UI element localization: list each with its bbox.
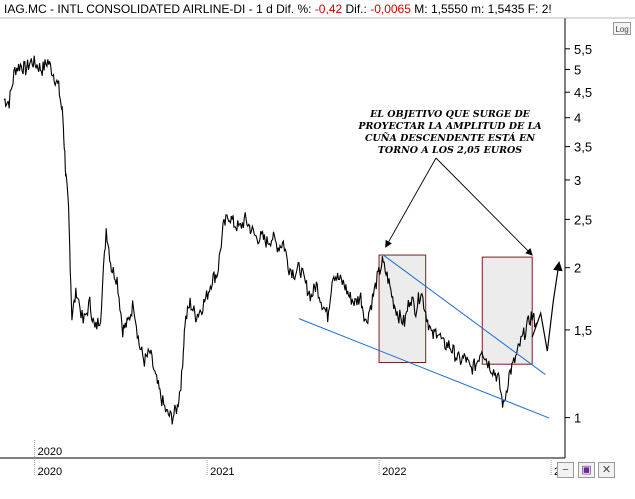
save-button[interactable]: ▣: [578, 462, 595, 478]
inner-year-label: 2020: [38, 446, 62, 458]
x-tick-label: 2022: [382, 466, 406, 478]
projection-path: [531, 261, 563, 352]
y-tick-label: 5: [574, 62, 581, 77]
y-tick-label: 2: [574, 261, 581, 276]
dif-pct-value: -0,42: [314, 2, 343, 16]
max-label: M:: [414, 2, 428, 16]
min-value: 1,5435: [487, 2, 525, 16]
x-tick-label: 2020: [38, 466, 62, 478]
y-tick-label: 3,5: [574, 140, 592, 155]
dif-label: Dif.:: [345, 2, 367, 16]
y-tick-label: 1,5: [574, 323, 592, 338]
symbol: IAG.MC: [4, 2, 47, 16]
y-tick-label: 2,5: [574, 212, 592, 227]
price-series-line: [3, 55, 537, 425]
y-tick-label: 1: [574, 411, 581, 426]
max-value: 1,5550: [430, 2, 468, 16]
amplitude-box-2: [481, 256, 533, 365]
annotation-arrow-2: [435, 157, 533, 256]
y-tick-label: 4,5: [574, 85, 592, 100]
target-annotation: EL OBJETIVO QUE SURGE DE PROYECTAR LA AM…: [358, 109, 542, 156]
y-tick-label: 4: [574, 111, 581, 126]
amplitude-box-1: [378, 254, 427, 364]
annotation-arrow-1: [385, 157, 437, 248]
y-tick-label: 5,5: [574, 42, 592, 57]
x-tick-label: 2021: [210, 466, 234, 478]
instrument-name: INTL CONSOLIDATED AIRLINE-DI: [57, 2, 246, 16]
wedge-line-1: [298, 318, 550, 419]
dif-pct-label: Dif. %:: [276, 2, 312, 16]
y-tick-label: 3: [574, 173, 581, 188]
close-button[interactable]: ✕: [598, 462, 615, 478]
log-scale-button[interactable]: Log: [613, 22, 631, 35]
chart-header: IAG.MC - INTL CONSOLIDATED AIRLINE-DI - …: [4, 2, 552, 16]
min-label: m:: [470, 2, 485, 16]
f-label: F: 2!: [527, 2, 552, 16]
dif-value: -0,0065: [370, 2, 411, 16]
wedge-line-2: [383, 254, 546, 375]
zoom-out-button[interactable]: −: [557, 462, 574, 478]
period: 1 d: [256, 2, 273, 16]
